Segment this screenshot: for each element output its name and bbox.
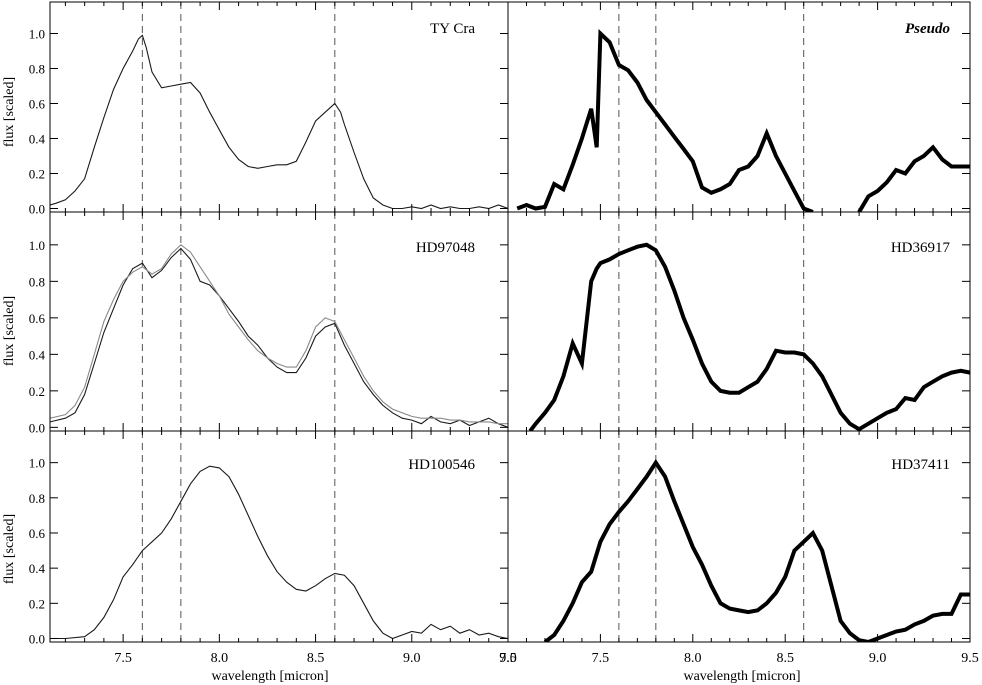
x-tick-label: 9.5 [499, 651, 517, 666]
series-line [50, 244, 508, 425]
y-tick-label: 0.8 [29, 274, 45, 289]
x-axis-label: wavelength [micron] [683, 669, 800, 684]
y-tick-label: 0.2 [29, 384, 45, 399]
series-line [50, 247, 508, 428]
y-tick-label: 1.0 [29, 27, 45, 42]
panel-title: HD37411 [891, 457, 950, 473]
panel-hd37411: HD37411 7.0 7.5 8.0 8.5 9.0 9.5 [499, 430, 979, 666]
panel-ty-cra: TY Cra 0.0 0.2 0.4 0.6 0.8 1.0 [29, 1, 509, 217]
x-tick-label: 7.5 [114, 651, 132, 666]
x-tick-label: 8.0 [211, 651, 229, 666]
panel-title: HD100546 [408, 457, 475, 473]
series-line [50, 465, 508, 640]
panel-title: Pseudo [905, 21, 950, 37]
y-tick-label: 0.2 [29, 596, 45, 611]
y-tick-label: 0.0 [29, 202, 45, 217]
x-axis-label: wavelength [micron] [211, 669, 328, 684]
x-tick-label: 8.5 [307, 651, 325, 666]
y-tick-label: 0.0 [29, 420, 45, 435]
panel-hd97048: HD97048 0.0 0.2 0.4 0.6 0.8 1.0 [29, 211, 509, 435]
y-tick-label: 0.2 [29, 167, 45, 182]
panel-title: HD97048 [416, 240, 475, 256]
panel-hd36917: HD36917 [507, 211, 971, 432]
y-tick-label: 1.0 [29, 238, 45, 253]
series-line [516, 28, 814, 212]
plot-frame [507, 430, 971, 643]
x-tick-label: 9.0 [403, 651, 421, 666]
x-tick-label: 8.5 [776, 651, 794, 666]
y-tick-label: 0.8 [29, 491, 45, 506]
x-tick-label: 7.5 [592, 651, 610, 666]
x-tick-label: 9.0 [869, 651, 887, 666]
series-line [528, 242, 970, 431]
y-tick-label: 0.4 [29, 132, 46, 147]
y-tick-label: 0.6 [29, 526, 46, 541]
y-tick-label: 0.4 [29, 561, 46, 576]
panel-title: TY Cra [430, 21, 475, 37]
series-line [857, 144, 970, 212]
y-tick-label: 0.8 [29, 62, 45, 77]
plot-frame [507, 1, 971, 213]
x-tick-label: 7.0 [499, 651, 517, 666]
panel-pseudo: Pseudo [507, 1, 971, 213]
x-tick-label: 8.0 [684, 651, 702, 666]
panel-hd100546: HD100546 0.0 0.2 0.4 0.6 0.8 1.0 7.5 8.0 8.5 9.0 9… [29, 430, 517, 666]
y-axis-label: flux [scaled] [2, 296, 17, 366]
y-tick-label: 0.4 [29, 347, 46, 362]
x-tick-label: 9.5 [961, 651, 979, 666]
y-axis-label: flux [scaled] [2, 77, 17, 147]
y-tick-label: 1.0 [29, 456, 45, 471]
series-line [50, 34, 508, 210]
y-tick-label: 0.0 [29, 631, 45, 646]
y-tick-label: 0.6 [29, 311, 46, 326]
panel-title: HD36917 [891, 240, 951, 256]
y-tick-label: 0.6 [29, 97, 46, 112]
y-axis-label: flux [scaled] [2, 514, 17, 584]
series-line [543, 458, 970, 642]
